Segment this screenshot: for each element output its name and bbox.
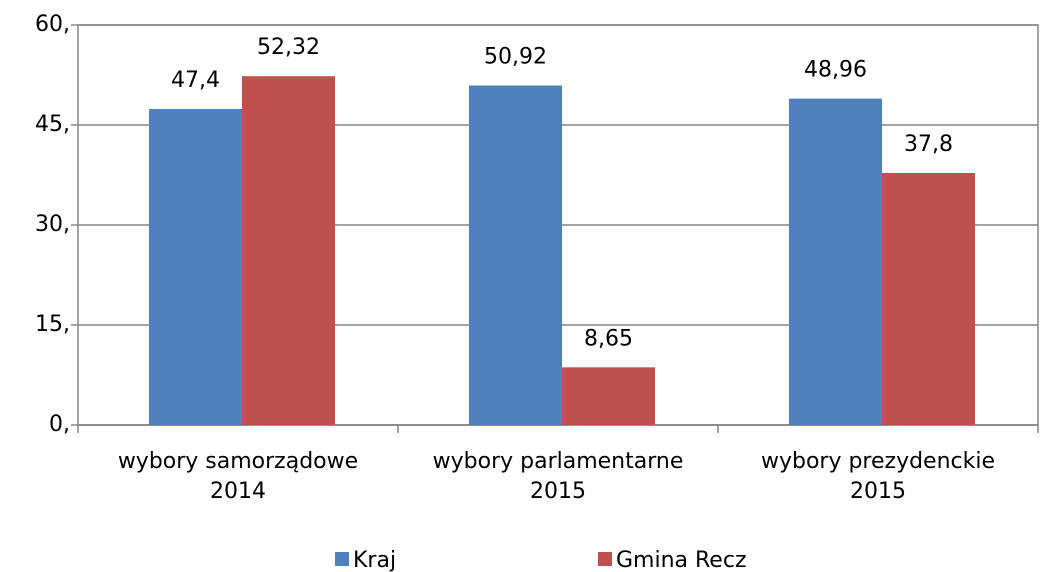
bar — [882, 173, 975, 425]
y-tick-label: 60, — [35, 12, 70, 37]
bar — [149, 109, 242, 425]
y-tick-label: 0, — [49, 412, 70, 437]
data-label: 8,65 — [584, 326, 633, 351]
bar — [242, 76, 335, 425]
legend-label: Kraj — [353, 548, 396, 572]
data-label: 50,92 — [484, 45, 547, 70]
x-tick-label: wybory prezydenckie 2015 — [760, 449, 996, 504]
legend-swatch — [335, 552, 349, 566]
legend-swatch — [598, 552, 612, 566]
data-label: 37,8 — [904, 132, 953, 157]
bar — [789, 98, 882, 425]
legend-label: Gmina Recz — [616, 548, 747, 572]
y-tick-label: 45, — [35, 112, 70, 137]
x-tick-label: wybory parlamentarne 2015 — [432, 449, 684, 504]
y-tick-label: 30, — [35, 212, 70, 237]
x-tick-label: wybory samorządowe 2014 — [117, 449, 359, 504]
bar — [469, 85, 562, 426]
y-tick-label: 15, — [35, 312, 70, 337]
data-label: 52,32 — [257, 35, 320, 60]
data-label: 48,96 — [804, 58, 867, 83]
bar — [562, 367, 655, 425]
data-label: 47,4 — [171, 68, 220, 93]
